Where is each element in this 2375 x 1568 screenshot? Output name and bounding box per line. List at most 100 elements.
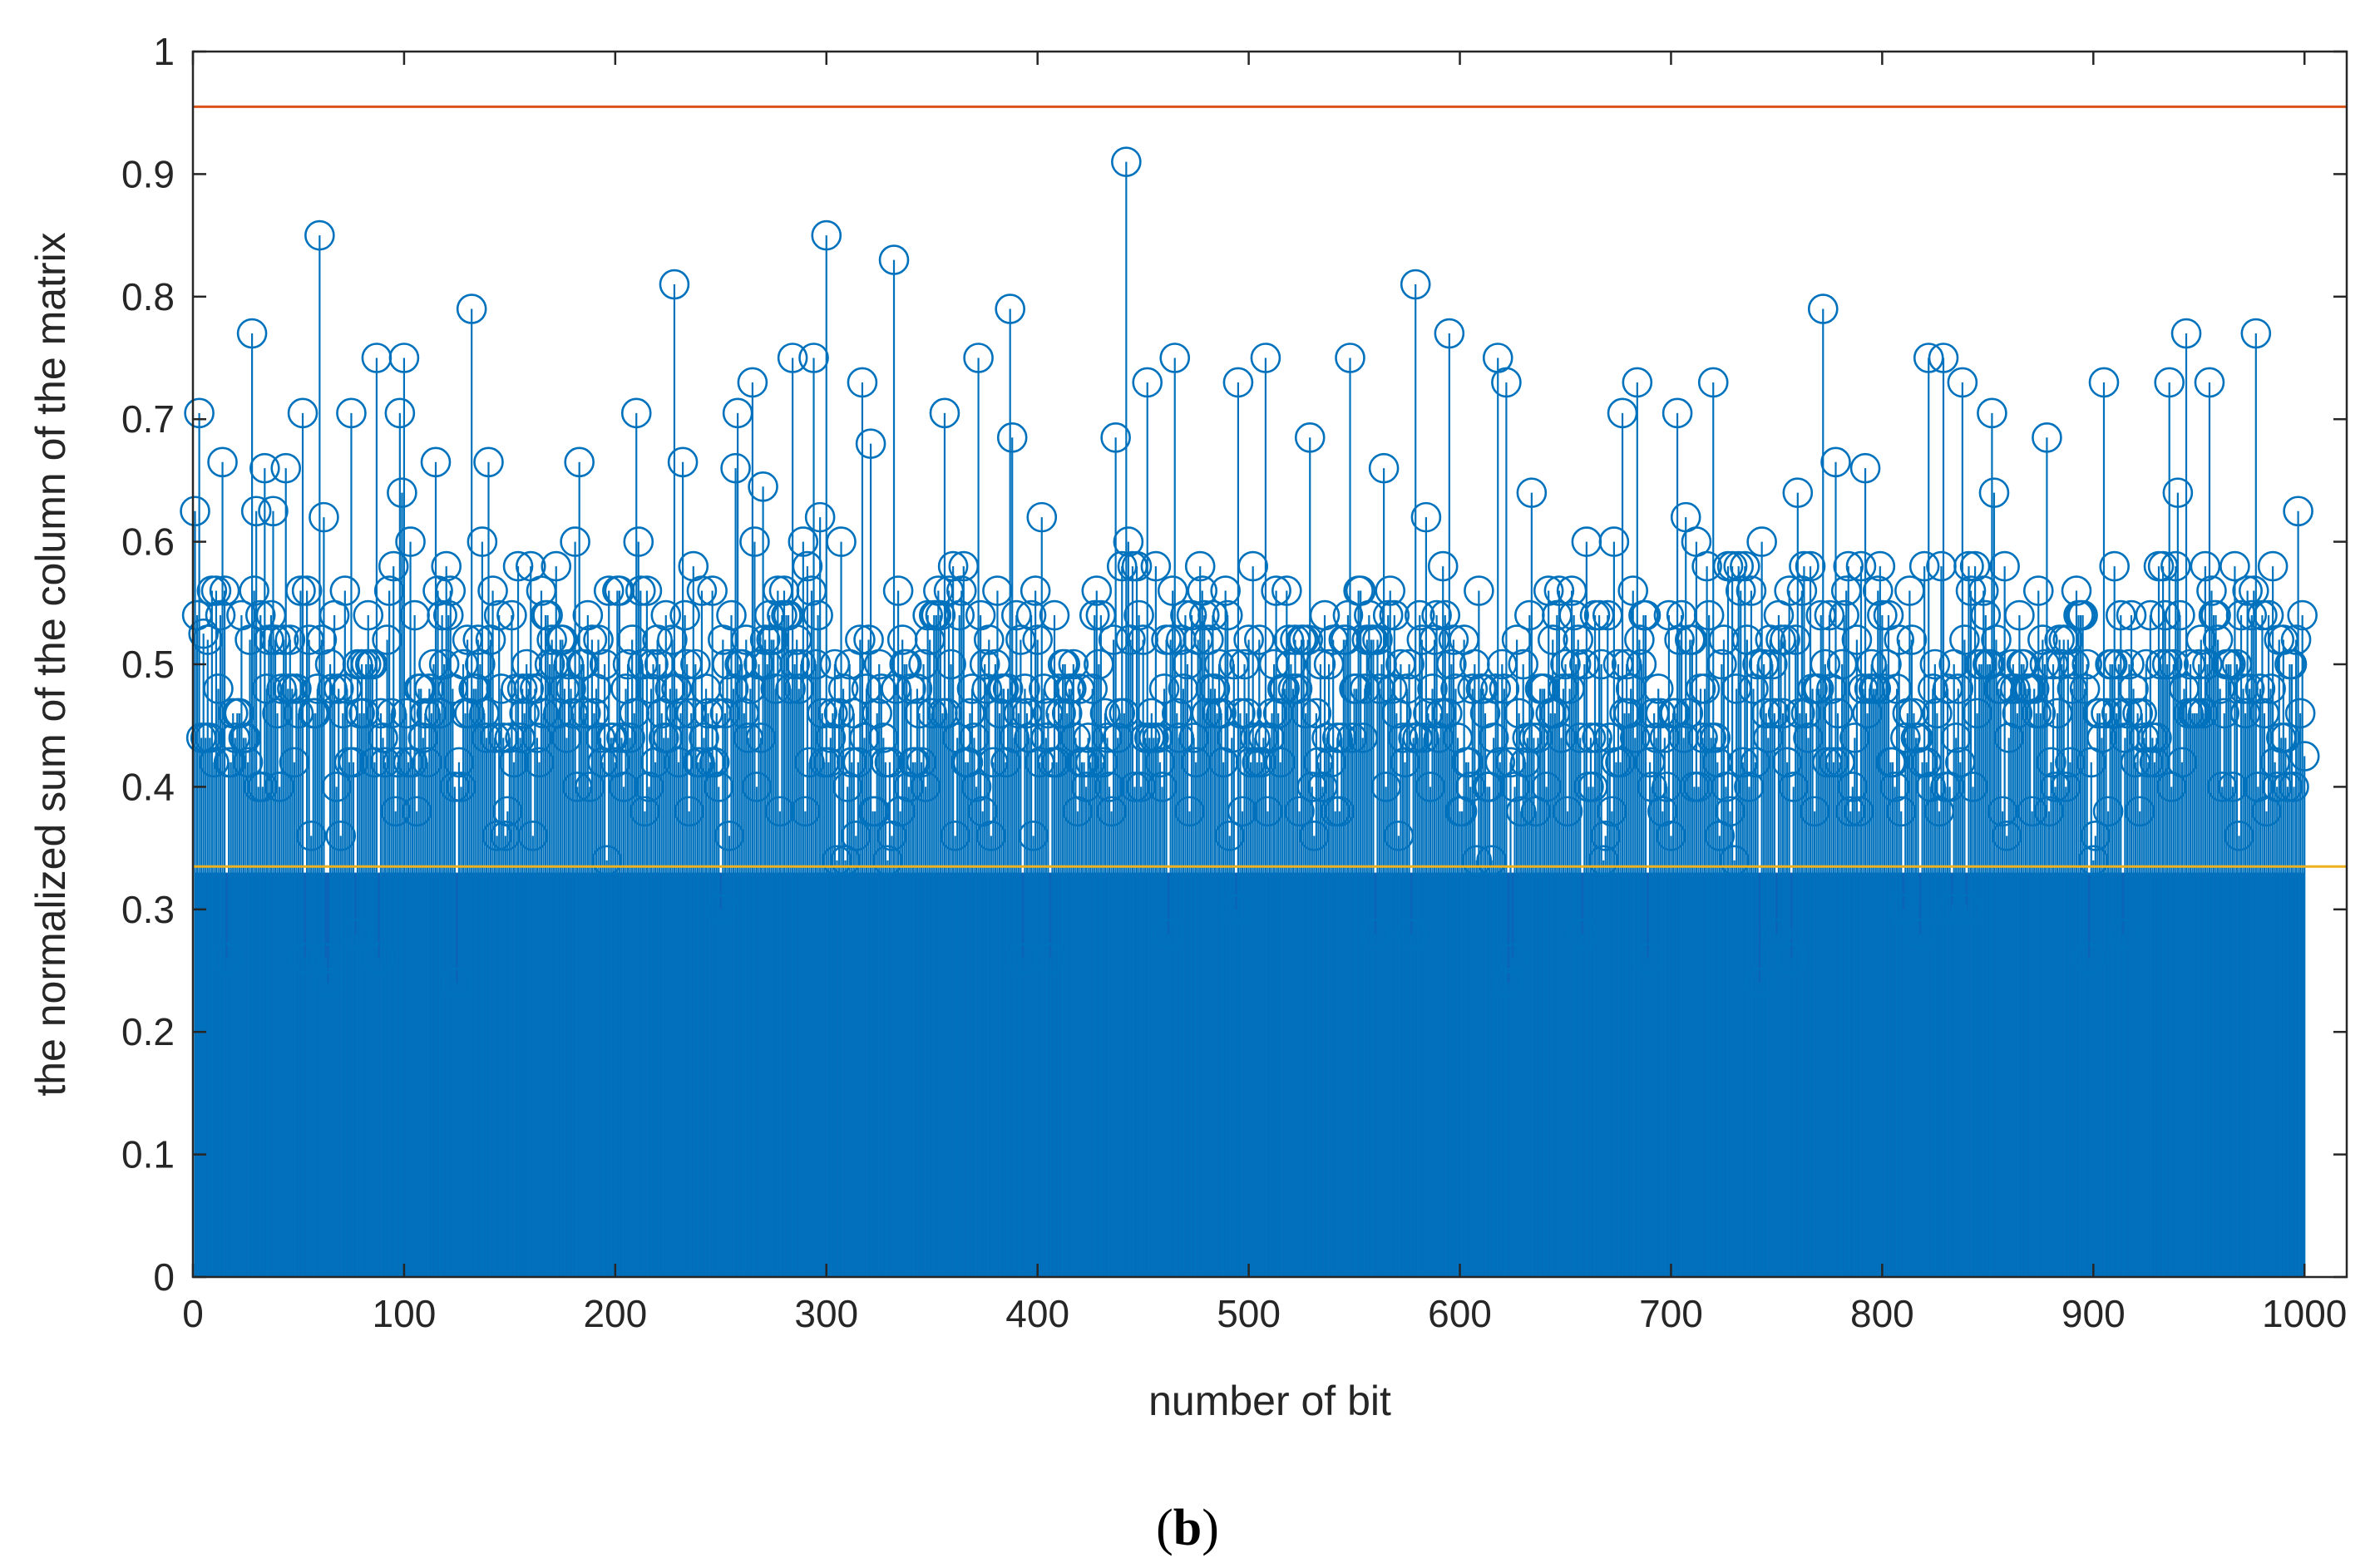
stem-marker [2284, 698, 2316, 729]
stem-marker [790, 796, 821, 827]
stem-marker [576, 624, 608, 655]
stem-marker [615, 722, 645, 753]
stem-marker [847, 367, 878, 398]
stem-marker [866, 673, 897, 704]
stem-marker [823, 698, 855, 729]
stem-marker [674, 796, 705, 827]
stem-marker [813, 747, 844, 778]
stem-marker [384, 397, 416, 429]
stem-marker [1480, 673, 1511, 704]
stem-marker [669, 599, 700, 631]
stem-marker [1157, 575, 1188, 606]
stem-marker [1706, 648, 1737, 680]
stem-marker [1904, 918, 1936, 949]
stem-marker [215, 747, 247, 778]
stem-marker [849, 722, 880, 753]
stem-marker [1125, 772, 1157, 802]
stem-marker [498, 747, 530, 778]
stem-marker [1489, 673, 1520, 704]
stem-marker [2088, 367, 2120, 398]
stem-marker [638, 648, 669, 680]
stem-marker [1626, 648, 1657, 680]
stem-marker [1947, 367, 1978, 398]
stem-marker [2004, 599, 2035, 631]
stem-marker [1081, 575, 1113, 606]
stem-marker [764, 796, 796, 827]
stem-marker [1199, 673, 1231, 704]
stem-marker [373, 575, 405, 606]
stem-marker [1734, 772, 1765, 802]
stem-marker [859, 796, 891, 827]
stem-marker [532, 599, 563, 631]
stem-marker [2190, 550, 2221, 582]
stem-marker [1368, 452, 1400, 484]
y-axis-label: the normalized sum of the column of the … [27, 232, 74, 1096]
stem-marker [1849, 452, 1881, 484]
stem-marker [2092, 796, 2124, 827]
stem-marker [561, 772, 593, 802]
stem-marker [2236, 599, 2268, 631]
stem-marker [796, 575, 827, 606]
stem-marker [1634, 747, 1666, 778]
stem-marker [2032, 422, 2062, 453]
stem-marker [467, 526, 498, 557]
stem-marker [1296, 772, 1328, 802]
stem-marker [1607, 397, 1638, 429]
stem-marker [1484, 747, 1516, 778]
stem-marker [960, 772, 992, 802]
stem-marker [1324, 796, 1355, 827]
panel-label: (b) [1156, 1500, 1219, 1556]
y-tick-label: 1 [153, 30, 175, 73]
stem-marker [1839, 722, 1870, 753]
stem-marker [1058, 648, 1089, 680]
stem-marker [1273, 624, 1305, 655]
stem-marker [745, 722, 777, 753]
stem-marker [1406, 624, 1438, 655]
stem-marker [2141, 722, 2172, 753]
stem-marker [1563, 624, 1594, 655]
stem-marker [1826, 648, 1858, 680]
stem-marker [1347, 722, 1379, 753]
y-tick-label: 0.1 [121, 1133, 175, 1176]
stem-marker [650, 599, 682, 631]
stem-marker [944, 599, 975, 631]
stem-marker [1136, 698, 1168, 729]
stem-marker [667, 446, 699, 478]
stem-marker [240, 496, 272, 527]
stem-marker [1069, 747, 1099, 778]
stem-marker [1089, 698, 1121, 729]
stem-marker [2029, 648, 2061, 680]
stem-marker [1438, 624, 1469, 655]
stem-marker [1630, 599, 1662, 631]
stem-marker [1383, 821, 1415, 851]
stem-marker [589, 648, 620, 680]
stem-marker [1936, 894, 1968, 925]
stem-marker [1239, 722, 1271, 753]
stem-marker [826, 526, 857, 557]
stem-marker [353, 599, 384, 631]
stem-marker [1676, 624, 1708, 655]
stem-marker [1143, 722, 1173, 753]
stem-marker [249, 452, 280, 484]
stem-marker [188, 618, 219, 649]
stem-marker [1271, 575, 1302, 606]
stem-marker [1203, 648, 1235, 680]
stem-marker [1822, 698, 1854, 729]
stem-marker [230, 722, 261, 753]
stem-marker [2232, 575, 2263, 606]
stem-marker [1098, 624, 1129, 655]
stem-marker [1404, 599, 1435, 631]
stem-marker [845, 624, 876, 655]
stem-marker [1833, 550, 1864, 582]
stem-marker [2099, 550, 2130, 582]
stem-marker [2249, 698, 2280, 729]
stem-marker [1111, 146, 1142, 177]
stem-marker [2224, 821, 2254, 851]
stem-marker [2200, 599, 2231, 631]
stem-marker [1508, 648, 1539, 680]
stem-marker [1218, 648, 1250, 680]
stem-marker [923, 575, 954, 606]
stem-marker [1210, 575, 1241, 606]
stem-marker [1693, 599, 1725, 631]
x-tick-label: 200 [583, 1292, 647, 1335]
